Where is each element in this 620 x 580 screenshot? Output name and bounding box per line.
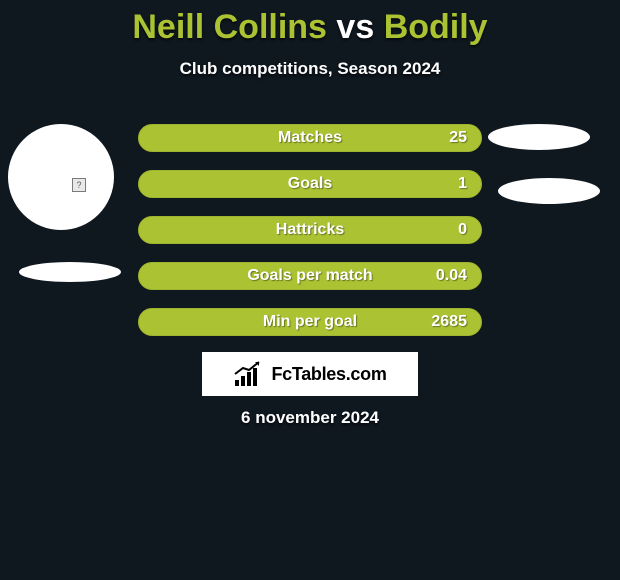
- brand-box[interactable]: FcTables.com: [202, 352, 418, 396]
- subtitle: Club competitions, Season 2024: [0, 59, 620, 79]
- stat-label: Goals per match: [247, 267, 372, 285]
- stat-bar: Goals per match 0.04: [138, 262, 482, 290]
- stat-value: 0.04: [436, 267, 467, 285]
- footer-date: 6 november 2024: [0, 408, 620, 428]
- portrait-shadow-right-1: [488, 124, 590, 150]
- brand-text: FcTables.com: [271, 364, 386, 385]
- stat-label: Hattricks: [276, 221, 344, 239]
- stat-value: 1: [458, 175, 467, 193]
- stat-label: Goals: [288, 175, 332, 193]
- stat-label: Min per goal: [263, 313, 357, 331]
- image-placeholder-icon: ?: [72, 178, 86, 192]
- stat-value: 2685: [431, 313, 467, 331]
- player-a-portrait: ?: [8, 124, 114, 230]
- stat-bar: Matches 25: [138, 124, 482, 152]
- page-title: Neill Collins vs Bodily: [0, 0, 620, 47]
- portrait-shadow-right-2: [498, 178, 600, 204]
- portrait-shadow-left: [19, 262, 121, 282]
- stat-bar: Hattricks 0: [138, 216, 482, 244]
- stat-bar: Goals 1: [138, 170, 482, 198]
- player-b-name: Bodily: [384, 8, 488, 46]
- stats-bars: Matches 25 Goals 1 Hattricks 0 Goals per…: [138, 124, 482, 354]
- stat-label: Matches: [278, 129, 342, 147]
- player-a-name: Neill Collins: [132, 8, 327, 46]
- stat-bar: Min per goal 2685: [138, 308, 482, 336]
- vs-text: vs: [336, 8, 374, 46]
- stat-value: 0: [458, 221, 467, 239]
- barchart-arrow-icon: [233, 360, 265, 388]
- stat-value: 25: [449, 129, 467, 147]
